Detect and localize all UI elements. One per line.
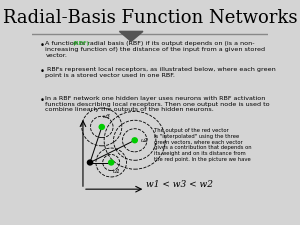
Text: A function is radial basis (RBF) if its output depends on (is a non-
increasing : A function is radial basis (RBF) if its … xyxy=(45,41,266,58)
Text: The output of the red vector
is "interpolated" using the three
green vectors, wh: The output of the red vector is "interpo… xyxy=(154,128,251,162)
Circle shape xyxy=(87,160,93,165)
Circle shape xyxy=(132,138,137,143)
Text: RBFs represent local receptors, as illustrated below, where each green
point is : RBFs represent local receptors, as illus… xyxy=(45,67,276,78)
Text: w1 < w3 < w2: w1 < w3 < w2 xyxy=(146,180,213,189)
Text: In a RBF network one hidden layer uses neurons with RBF activation
functions des: In a RBF network one hidden layer uses n… xyxy=(45,96,270,112)
Text: •: • xyxy=(39,67,44,76)
Text: Radial-Basis Function Networks: Radial-Basis Function Networks xyxy=(3,9,297,27)
Text: (RBF): (RBF) xyxy=(73,41,90,46)
Circle shape xyxy=(109,160,114,165)
Polygon shape xyxy=(119,32,143,41)
Circle shape xyxy=(99,124,104,129)
Text: u2: u2 xyxy=(141,138,148,143)
Text: u3: u3 xyxy=(103,114,111,119)
Text: •: • xyxy=(39,96,44,105)
Text: •: • xyxy=(39,41,44,50)
Text: u1: u1 xyxy=(112,169,120,174)
